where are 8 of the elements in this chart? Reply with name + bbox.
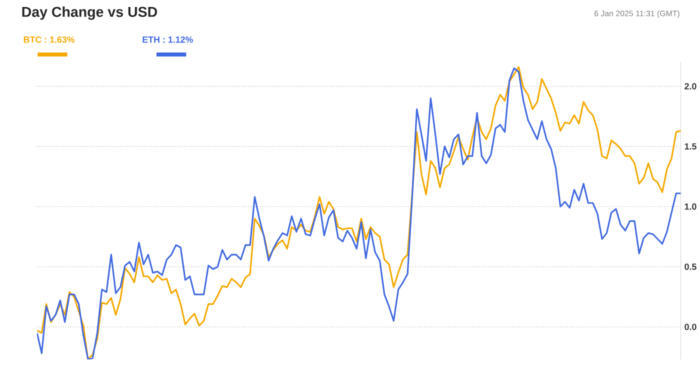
y-tick-label: 0.0: [684, 324, 696, 330]
y-tick-label: 0.5: [684, 263, 696, 270]
text: BTC : 1.63%: [24, 36, 75, 43]
chart-title: Day Change vs USD: [22, 6, 158, 20]
y-tick-label: 1.5: [684, 143, 696, 150]
text: ETH : 1.12%: [142, 36, 193, 43]
y-tick-label: 1.0: [684, 203, 696, 210]
y-tick-label: 2.0: [684, 82, 696, 90]
